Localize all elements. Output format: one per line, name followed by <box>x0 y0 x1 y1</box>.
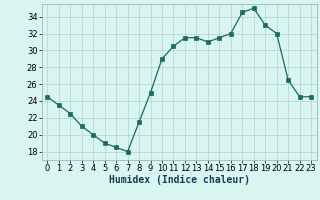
X-axis label: Humidex (Indice chaleur): Humidex (Indice chaleur) <box>109 175 250 185</box>
